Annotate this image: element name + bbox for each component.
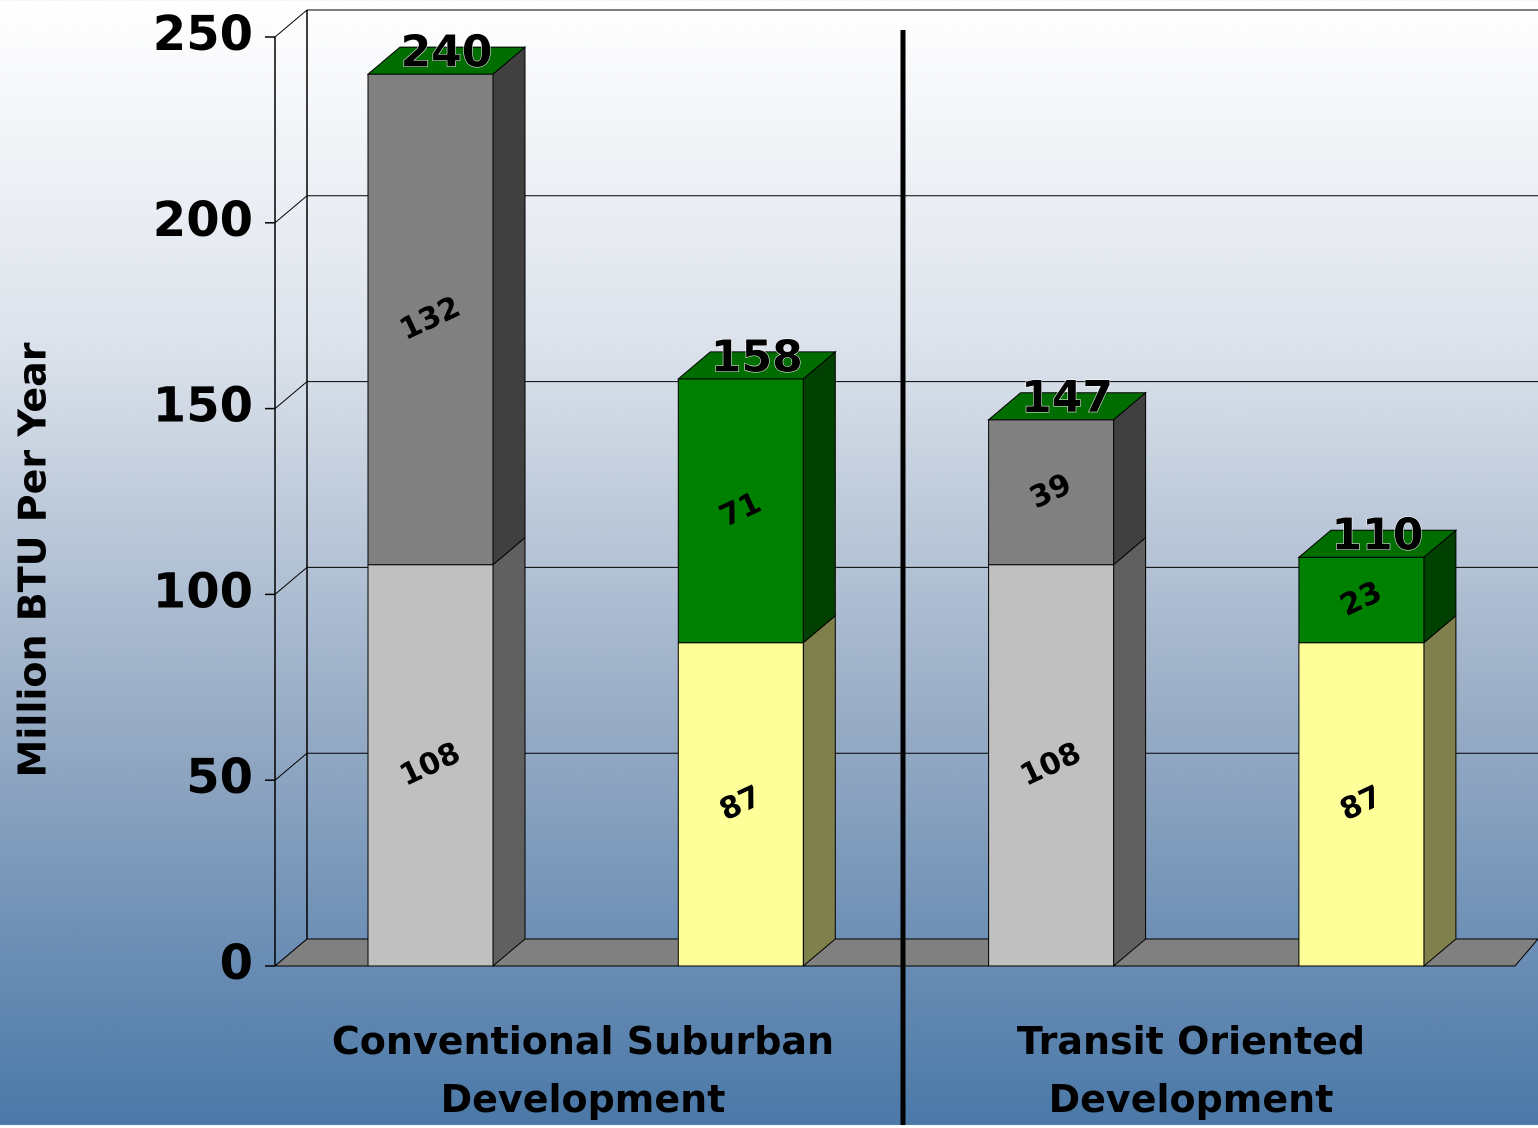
group-label: Conventional Suburban Development	[331, 1019, 835, 1121]
group-label: Transit Oriented Development	[1016, 1019, 1366, 1121]
bar-side	[802, 350, 836, 644]
grid-line	[274, 752, 308, 781]
y-tick-label: 100	[153, 563, 253, 619]
y-tick-label: 250	[153, 6, 253, 62]
total-label: 147	[1021, 372, 1113, 423]
total-label: 110	[1331, 510, 1423, 561]
bar-side	[1113, 391, 1147, 566]
bar-top	[676, 351, 837, 380]
bar-top	[987, 392, 1147, 421]
bar-side	[492, 536, 526, 968]
total-label: 240	[401, 27, 493, 78]
grid-line	[274, 195, 308, 224]
grid-line	[274, 567, 308, 595]
bar-side	[492, 46, 526, 566]
bar-segment	[1298, 642, 1425, 967]
grid-line	[274, 9, 308, 38]
y-tick-label: 150	[153, 378, 253, 434]
bar-segment	[988, 419, 1115, 566]
bar-top	[1297, 529, 1458, 558]
y-axis-label: Million BTU Per Year	[11, 342, 55, 777]
bar-segment	[367, 73, 494, 566]
y-tick-label: 200	[153, 192, 253, 248]
bar-segment	[988, 564, 1115, 967]
bar-segment	[367, 564, 494, 967]
total-label: 158	[711, 331, 803, 382]
bar-side	[1113, 536, 1147, 968]
bar-segment	[677, 642, 804, 967]
bar-segment	[677, 378, 804, 644]
bar-top	[366, 46, 527, 75]
bar-side	[1423, 614, 1457, 968]
y-tick-label: 50	[186, 749, 253, 805]
bar-segment	[1298, 556, 1425, 644]
bar-side	[802, 614, 836, 968]
y-tick-label: 0	[220, 935, 253, 991]
grid-line	[274, 381, 308, 409]
